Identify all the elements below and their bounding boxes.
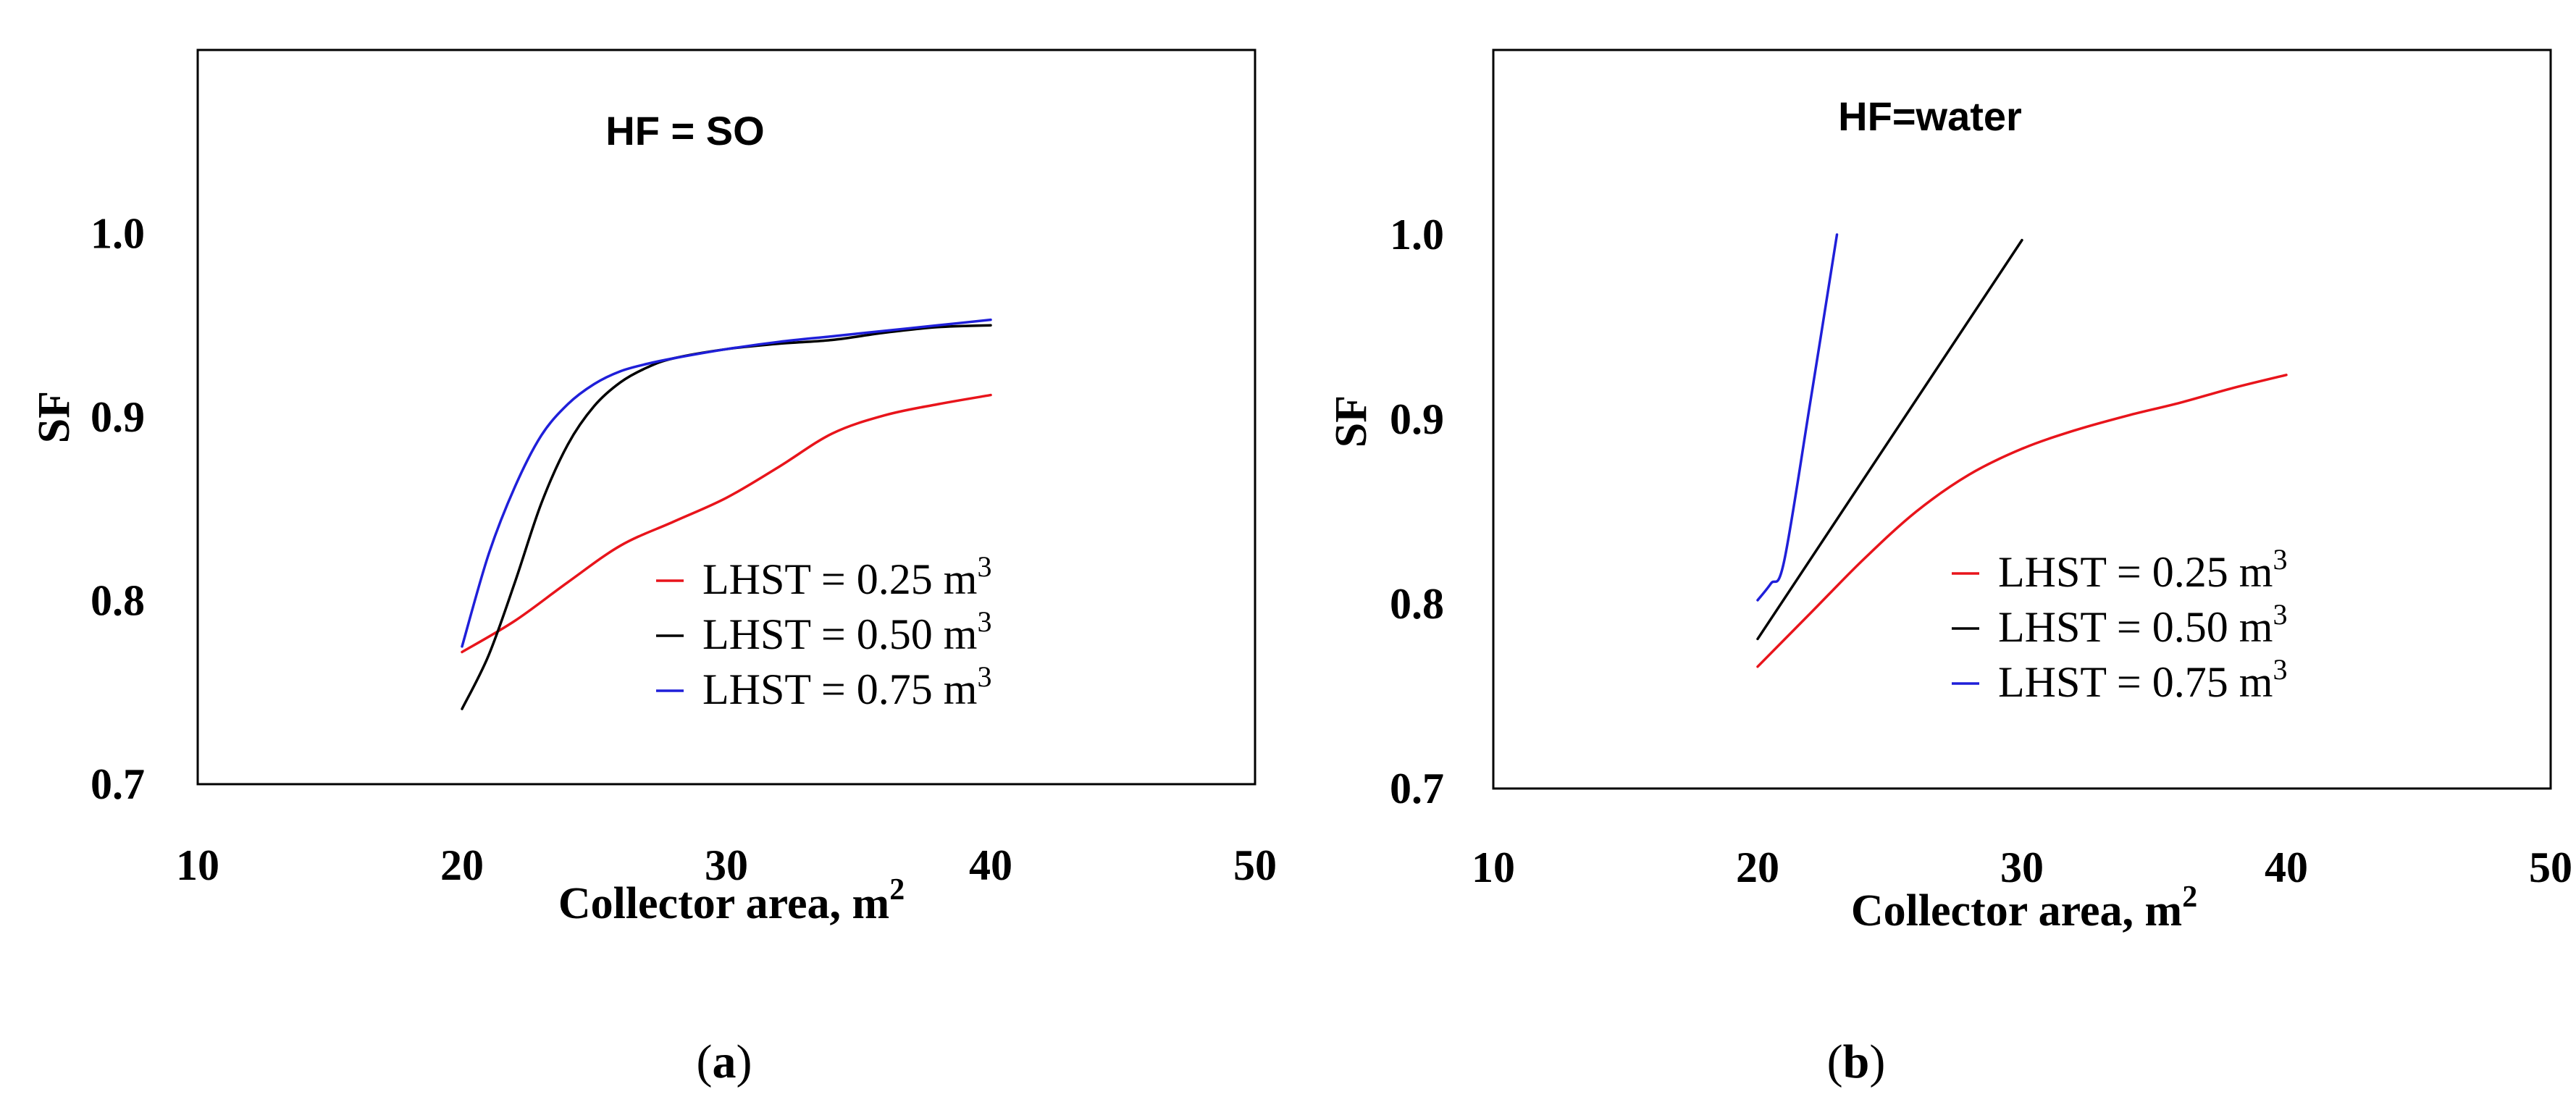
panel-label-close: ) xyxy=(737,1035,752,1088)
y-tick-label: 0.7 xyxy=(1390,765,1444,812)
x-axis-title-superscript: 2 xyxy=(2182,880,2197,914)
y-tick-label: 1.0 xyxy=(91,210,145,258)
x-axis-title: Collector area, m2 xyxy=(1851,880,2197,935)
series-line-3 xyxy=(1756,233,1839,602)
legend-label: LHST = 0.75 m3 xyxy=(702,660,991,713)
x-axis-title-text: Collector area, m xyxy=(558,879,889,928)
series-lines xyxy=(461,318,992,710)
legend-label-superscript: 3 xyxy=(977,660,991,693)
y-tick-label: 0.7 xyxy=(91,760,145,808)
y-tick-labels: 0.7 0.8 0.9 1.0 xyxy=(91,210,145,809)
x-axis-title: Collector area, m2 xyxy=(558,873,905,928)
x-tick-labels: 10 20 30 40 50 xyxy=(176,841,1277,889)
chart-panel-b: HF=water SF Collector area, m2 10 20 30 40 5… xyxy=(1327,49,2572,1088)
panel-label-open: ( xyxy=(1827,1035,1843,1088)
y-tick-labels: 0.7 0.8 0.9 1.0 xyxy=(1390,211,1444,812)
legend-label-superscript: 3 xyxy=(2273,598,2287,631)
legend-label-superscript: 3 xyxy=(977,605,991,638)
panel-label-open: ( xyxy=(697,1035,713,1088)
x-tick-label: 30 xyxy=(2000,844,2044,891)
y-tick-label: 0.9 xyxy=(91,393,145,441)
panel-label: (b) xyxy=(1827,1035,1886,1088)
x-axis-title-superscript: 2 xyxy=(889,873,905,907)
x-tick-label: 10 xyxy=(1472,844,1515,891)
x-tick-label: 40 xyxy=(2265,844,2308,891)
panel-label-letter: b xyxy=(1843,1035,1870,1088)
panel-label-close: ) xyxy=(1869,1035,1885,1088)
x-tick-label: 40 xyxy=(969,841,1012,889)
y-tick-label: 0.8 xyxy=(1390,580,1444,628)
legend-label-text: LHST = 0.25 m xyxy=(1998,548,2273,596)
legend-label-superscript: 3 xyxy=(2273,653,2287,686)
legend-label: LHST = 0.75 m3 xyxy=(1998,653,2287,706)
legend-label-text: LHST = 0.75 m xyxy=(702,665,977,713)
series-line-3 xyxy=(461,318,992,648)
x-tick-label: 30 xyxy=(705,841,748,889)
legend-label-text: LHST = 0.50 m xyxy=(1998,603,2273,651)
x-axis-title-text: Collector area, m xyxy=(1851,886,2182,935)
y-axis-title: SF xyxy=(30,391,79,443)
legend-label-superscript: 3 xyxy=(2273,543,2287,576)
legend-label: LHST = 0.25 m3 xyxy=(1998,543,2287,596)
x-tick-label: 20 xyxy=(1736,844,1779,891)
legend-label-superscript: 3 xyxy=(977,550,991,583)
panel-label: (a) xyxy=(697,1035,752,1088)
y-tick-label: 0.9 xyxy=(1390,395,1444,443)
x-tick-label: 10 xyxy=(176,841,219,889)
series-line-2 xyxy=(461,324,992,710)
legend-label-text: LHST = 0.25 m xyxy=(702,555,977,603)
y-tick-label: 1.0 xyxy=(1390,211,1444,258)
chart-title: HF = SO xyxy=(605,108,764,154)
x-tick-label: 20 xyxy=(440,841,484,889)
plot-area-frame xyxy=(1492,49,2552,790)
x-tick-label: 50 xyxy=(2529,844,2572,891)
y-axis-title: SF xyxy=(1327,395,1376,447)
chart-title: HF=water xyxy=(1838,93,2022,139)
chart-panel-a: HF = SO SF Collector area, m2 10 20 30 40 50… xyxy=(30,49,1277,1088)
series-line-1 xyxy=(1756,374,2288,668)
legend-label-text: LHST = 0.75 m xyxy=(1998,658,2273,706)
legend-label: LHST = 0.50 m3 xyxy=(1998,598,2287,651)
series-line-2 xyxy=(1756,238,2023,641)
legend-label-text: LHST = 0.50 m xyxy=(702,610,977,658)
x-tick-label: 50 xyxy=(1233,841,1277,889)
series-line-1 xyxy=(461,393,992,654)
x-tick-labels: 10 20 30 40 50 xyxy=(1472,844,2572,891)
legend-label: LHST = 0.50 m3 xyxy=(702,605,991,658)
y-tick-label: 0.8 xyxy=(91,577,145,625)
series-lines xyxy=(1756,233,2288,668)
legend-label: LHST = 0.25 m3 xyxy=(702,550,991,603)
plot-area-frame xyxy=(196,49,1256,786)
panel-label-letter: a xyxy=(713,1035,737,1088)
